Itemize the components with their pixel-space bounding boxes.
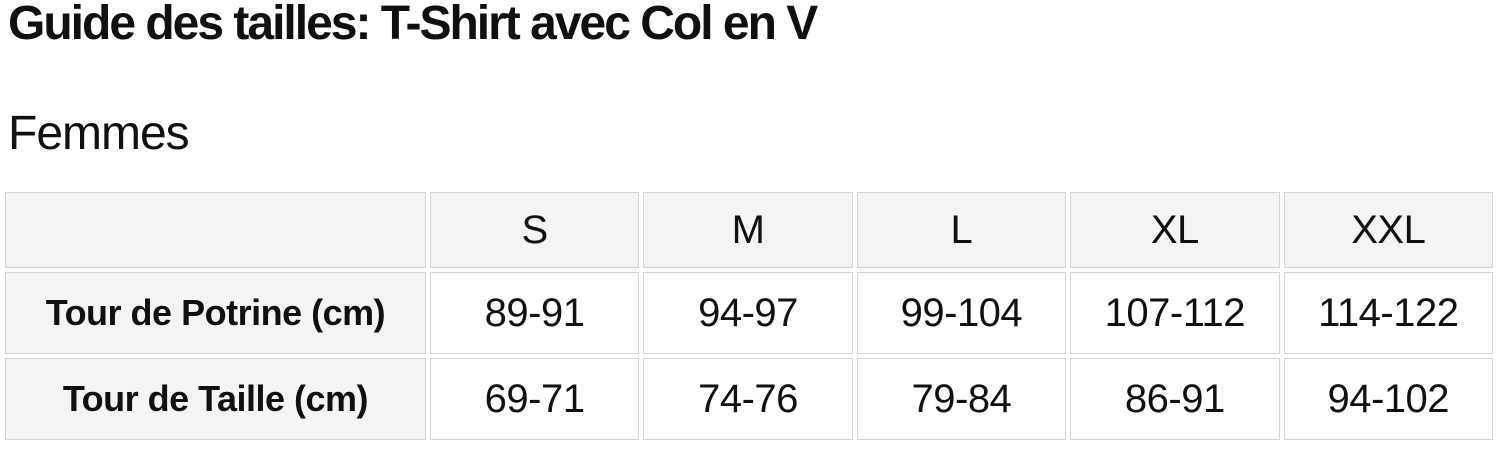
table-row-chest: Tour de Potrine (cm) 89-91 94-97 99-104 … xyxy=(5,272,1493,354)
column-header-xl: XL xyxy=(1070,192,1280,268)
chest-value-m: 94-97 xyxy=(643,272,853,354)
row-label-waist: Tour de Taille (cm) xyxy=(5,358,426,440)
chest-value-l: 99-104 xyxy=(856,272,1067,354)
chest-value-xxl: 114-122 xyxy=(1283,272,1493,354)
chest-value-xl: 107-112 xyxy=(1070,272,1280,354)
column-header-m: M xyxy=(643,192,853,268)
waist-value-xl: 86-91 xyxy=(1070,358,1280,440)
waist-value-s: 69-71 xyxy=(429,358,640,440)
waist-value-m: 74-76 xyxy=(643,358,853,440)
chest-value-s: 89-91 xyxy=(429,272,640,354)
waist-value-l: 79-84 xyxy=(856,358,1067,440)
table-header-row: S M L XL XXL xyxy=(5,192,1493,268)
corner-cell xyxy=(5,192,426,268)
section-heading-femmes: Femmes xyxy=(8,107,190,160)
column-header-xxl: XXL xyxy=(1283,192,1493,268)
column-header-s: S xyxy=(429,192,640,268)
row-label-chest: Tour de Potrine (cm) xyxy=(5,272,426,354)
page-title: Guide des tailles: T-Shirt avec Col en V xyxy=(8,0,818,50)
size-table: S M L XL XXL Tour de Potrine (cm) 89-91 … xyxy=(1,188,1497,444)
table-row-waist: Tour de Taille (cm) 69-71 74-76 79-84 86… xyxy=(5,358,1493,440)
waist-value-xxl: 94-102 xyxy=(1283,358,1493,440)
column-header-l: L xyxy=(856,192,1067,268)
